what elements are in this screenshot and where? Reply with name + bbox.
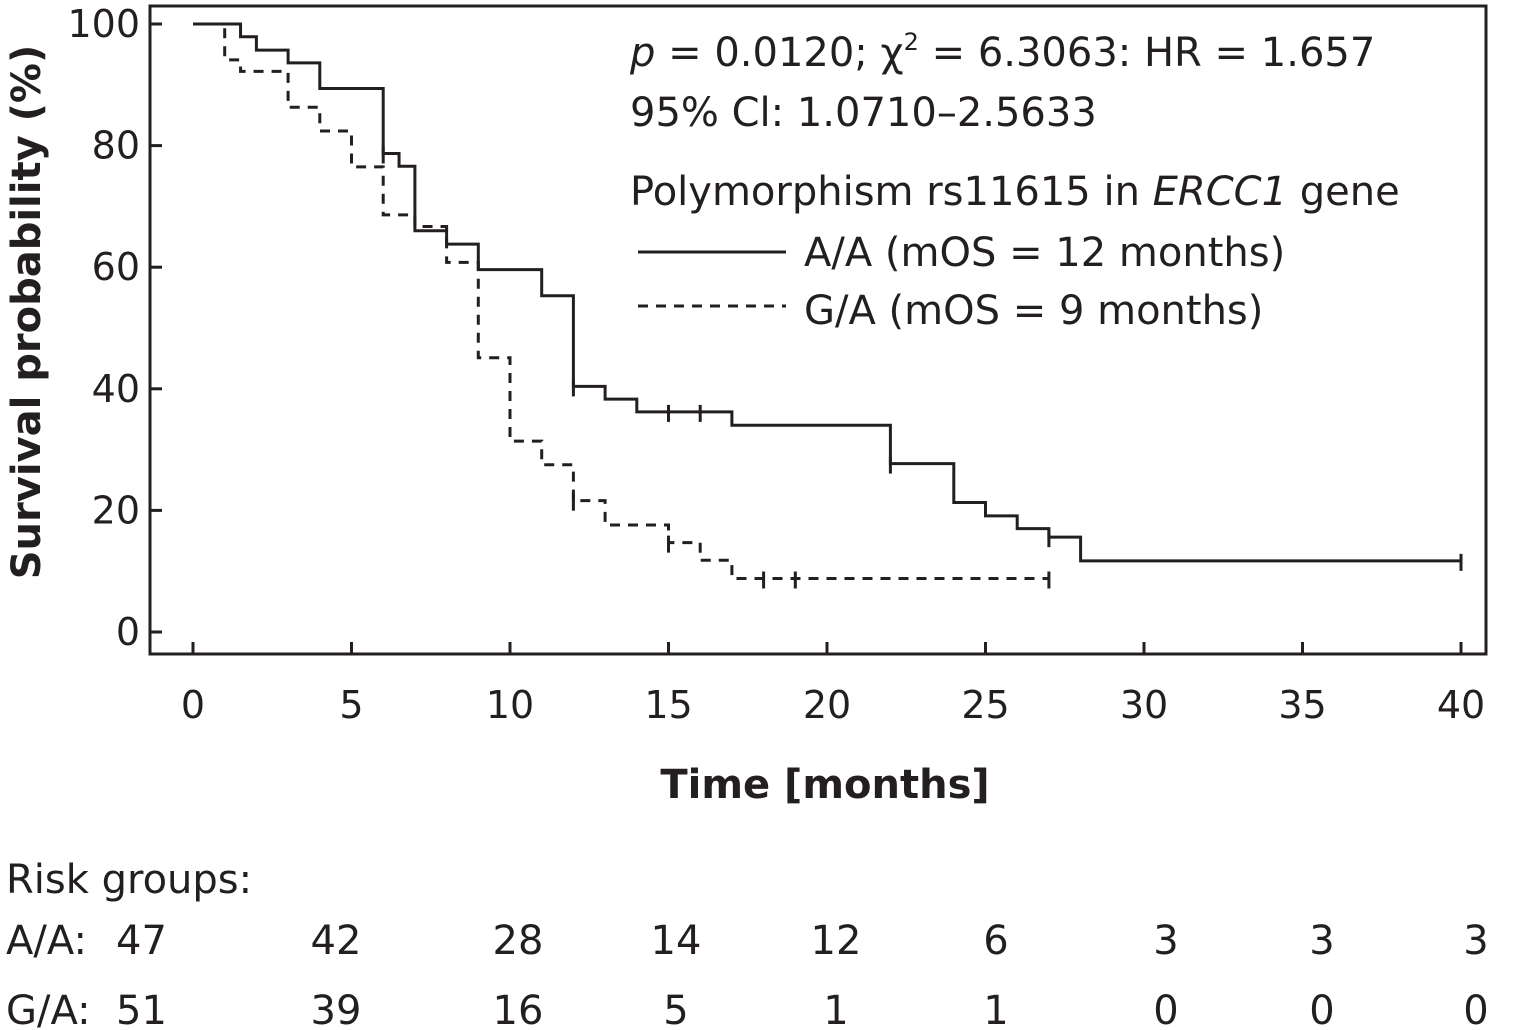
- risk-cell-0-7: 3: [1309, 918, 1334, 964]
- y-tick-label-20: 20: [92, 488, 140, 532]
- y-tick-label-80: 80: [92, 124, 140, 168]
- risk-cell-1-5: 1: [983, 988, 1008, 1030]
- risk-cell-1-0: 51: [116, 988, 167, 1030]
- x-tick-label-10: 10: [486, 683, 534, 727]
- y-tick-label-0: 0: [116, 610, 140, 654]
- x-tick-label-40: 40: [1437, 683, 1485, 727]
- stats-annotation: p = 0.0120; χ2 = 6.3063: HR = 1.657: [629, 28, 1375, 76]
- y-axis-title: Survival probability (%): [4, 45, 50, 580]
- stats-superscript: 2: [904, 28, 919, 56]
- legend-title: Polymorphism rs11615 in ERCC1 gene: [630, 169, 1400, 215]
- legend-title-gene: ERCC1: [1153, 169, 1287, 215]
- legend-entry-aa: A/A (mOS = 12 months): [804, 230, 1285, 276]
- risk-cell-1-7: 0: [1309, 988, 1334, 1030]
- risk-table: A/A: 47 42 28 14 12 6 3 3 3G/A: 51 39 16 5 1 1 0 0 0: [6, 918, 1489, 1030]
- risk-cell-1-6: 0: [1153, 988, 1178, 1030]
- risk-cell-1-3: 5: [663, 988, 688, 1030]
- series-line-aa: [193, 22, 1461, 563]
- risk-row-label-0: A/A:: [6, 918, 87, 964]
- stats-text: = 0.0120; χ: [655, 30, 903, 76]
- risk-cell-1-8: 0: [1463, 988, 1488, 1030]
- risk-table-title: Risk groups:: [6, 857, 252, 903]
- risk-cell-0-2: 28: [493, 918, 544, 964]
- y-axis: 0 20 40 60 80 100: [67, 2, 162, 654]
- x-tick-label-5: 5: [339, 683, 363, 727]
- x-tick-label-15: 15: [644, 683, 692, 727]
- risk-cell-0-6: 3: [1153, 918, 1178, 964]
- risk-cell-1-1: 39: [311, 988, 362, 1030]
- x-tick-label-35: 35: [1278, 683, 1326, 727]
- risk-cell-0-1: 42: [311, 918, 362, 964]
- x-tick-label-25: 25: [961, 683, 1009, 727]
- risk-row-label-1: G/A:: [6, 988, 91, 1030]
- x-tick-label-20: 20: [803, 683, 851, 727]
- risk-cell-1-4: 1: [823, 988, 848, 1030]
- y-tick-label-100: 100: [67, 2, 140, 46]
- risk-cell-0-0: 47: [116, 918, 167, 964]
- stats-tail: = 6.3063: HR = 1.657: [919, 30, 1375, 76]
- ci-annotation: 95% Cl: 1.0710–2.5633: [630, 90, 1097, 136]
- x-tick-label-0: 0: [181, 683, 205, 727]
- x-tick-label-30: 30: [1120, 683, 1168, 727]
- risk-cell-0-8: 3: [1463, 918, 1488, 964]
- risk-cell-0-3: 14: [651, 918, 702, 964]
- plot-frame: [148, 4, 1488, 656]
- stats-p-symbol: p: [629, 30, 655, 76]
- legend-title-post: gene: [1287, 169, 1400, 215]
- legend-title-pre: Polymorphism rs11615 in: [630, 169, 1153, 215]
- legend-entry-ga: G/A (mOS = 9 months): [804, 288, 1263, 334]
- x-axis-title: Time [months]: [660, 762, 989, 808]
- series-line-ga: [193, 22, 1049, 580]
- risk-cell-1-2: 16: [493, 988, 544, 1030]
- series-layer: [193, 22, 1463, 589]
- y-tick-label-40: 40: [92, 367, 140, 411]
- risk-cell-0-4: 12: [811, 918, 862, 964]
- x-axis: 0 5 10 15 20 25 30 35 40: [181, 642, 1485, 727]
- y-tick-label-60: 60: [92, 245, 140, 289]
- risk-cell-0-5: 6: [983, 918, 1008, 964]
